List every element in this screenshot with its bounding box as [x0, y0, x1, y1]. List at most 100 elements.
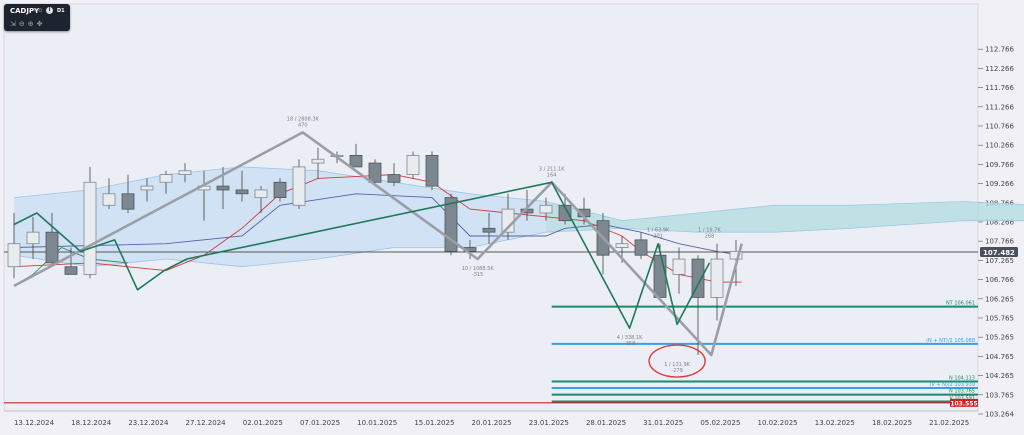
- candle-body: [539, 204, 553, 214]
- candle-body: [140, 185, 154, 191]
- candle-body: [121, 193, 135, 210]
- candle-body: [159, 174, 173, 183]
- x-tick-label: 18.12.2024: [71, 419, 112, 427]
- candles: [7, 143, 743, 356]
- candle-body: [634, 239, 648, 256]
- target-level-label: V 103.591: [949, 395, 975, 401]
- move-icon[interactable]: ✥: [36, 20, 46, 28]
- x-tick-label: 05.02.2025: [700, 419, 740, 427]
- x-tick-label: 13.12.2024: [14, 419, 55, 427]
- timeframe-label[interactable]: D1: [57, 8, 65, 14]
- x-tick-label: 02.01.2025: [243, 419, 283, 427]
- candle-body: [672, 258, 686, 275]
- y-tick-label: 107.766: [985, 238, 1014, 246]
- y-tick-label: 111.766: [985, 84, 1014, 92]
- y-tick-label: 104.765: [985, 353, 1014, 361]
- zigzag-label: 18 / 2808.3K: [287, 116, 320, 122]
- candle-body: [273, 181, 287, 199]
- zoom-in-icon[interactable]: ⊕: [27, 20, 37, 28]
- current-price-tag: [980, 247, 1018, 258]
- candle-body: [387, 174, 401, 183]
- red-level-tag-label: 103.555: [950, 400, 977, 407]
- target-level-label: NT 106.061: [946, 301, 975, 307]
- candle-body: [406, 154, 420, 175]
- candle-body: [292, 166, 306, 206]
- y-tick-label: 103.765: [985, 391, 1014, 399]
- y-tick-label: 109.766: [985, 161, 1014, 169]
- candle-body: [64, 266, 78, 275]
- candle-body: [425, 154, 439, 187]
- toolbar-tools: ⇲⊖⊕✥: [10, 20, 46, 28]
- candle-body: [729, 250, 743, 260]
- candle-body: [178, 170, 192, 175]
- candle-body: [482, 227, 496, 233]
- zigzag-label: 3 / 211.1K: [539, 166, 565, 172]
- x-tick-label: 31.01.2025: [643, 419, 683, 427]
- y-tick-label: 108.266: [985, 218, 1014, 226]
- zigzag-label: -279: [671, 368, 682, 374]
- current-price-label: 107.482: [983, 249, 1015, 257]
- candle-body: [653, 254, 667, 298]
- candle-body: [102, 193, 116, 206]
- y-tick-label: 105.265: [985, 334, 1014, 342]
- y-tick-label: 110.766: [985, 122, 1014, 130]
- y-axis: [978, 48, 983, 415]
- y-tick-label: 109.266: [985, 180, 1014, 188]
- candle-body: [558, 204, 572, 222]
- candle-body: [349, 154, 363, 168]
- chart-toolbar[interactable]: CADJPY CFD i D1 ⇲⊖⊕✥: [4, 4, 70, 31]
- candle-body: [7, 243, 21, 268]
- y-tick-label: 112.266: [985, 65, 1014, 73]
- x-tick-label: 23.12.2024: [128, 419, 169, 427]
- target-level-label: (N + NT)/2 105.088: [926, 338, 975, 344]
- x-tick-label: 28.01.2025: [586, 419, 626, 427]
- y-tick-label: 106.265: [985, 295, 1014, 303]
- zigzag-label: 1 / 131.9K: [664, 362, 690, 368]
- symbol-label[interactable]: CADJPY: [10, 7, 40, 15]
- candle-body: [216, 185, 230, 191]
- y-tick-label: 111.266: [985, 103, 1014, 111]
- zigzag-line-gray: [13, 131, 743, 357]
- zigzag-label: 201: [653, 234, 663, 240]
- candle-body: [26, 231, 40, 245]
- highlight-ellipse: [648, 344, 706, 378]
- y-tick-label: 112.766: [985, 46, 1014, 54]
- x-tick-label: 21.02.2025: [929, 419, 969, 427]
- y-tick-label: 110.266: [985, 142, 1014, 150]
- candle-body: [254, 189, 268, 199]
- candle-body: [368, 162, 382, 183]
- zigzag-label: 1 / 19.7K: [698, 228, 721, 234]
- candle-body: [710, 258, 724, 298]
- x-tick-label: 20.01.2025: [472, 419, 512, 427]
- candle-body: [311, 158, 325, 164]
- zigzag-label: 268: [705, 234, 715, 240]
- zigzag-label: 164: [547, 172, 557, 178]
- candle-body: [83, 181, 97, 275]
- zigzag-label: 1 / 63.9K: [647, 228, 670, 234]
- candle-body: [615, 243, 629, 248]
- fit-icon[interactable]: ⇲: [10, 20, 19, 28]
- x-tick-label: 10.02.2025: [758, 419, 798, 427]
- y-tick-label: 105.765: [985, 314, 1014, 322]
- candle-body: [235, 189, 249, 195]
- x-tick-label: 10.01.2025: [357, 419, 397, 427]
- y-tick-label: 103.264: [985, 411, 1014, 419]
- zigzag-label: -315: [472, 272, 483, 278]
- y-tick-label: 106.766: [985, 276, 1014, 284]
- target-level-label: N 103.765: [949, 389, 975, 395]
- zigzag-label: 10 / 1088.5K: [462, 266, 495, 272]
- x-tick-label: 07.01.2025: [300, 419, 340, 427]
- zigzag-label: 4 / 338.1K: [617, 335, 643, 341]
- zigzag-line-green: [13, 181, 711, 329]
- zoom-out-icon[interactable]: ⊖: [18, 20, 28, 28]
- target-level-label: N 104.113: [949, 376, 975, 382]
- y-tick-label: 107.265: [985, 257, 1014, 265]
- ichimoku-cloud-bullish: [546, 201, 1024, 233]
- info-icon[interactable]: i: [46, 7, 53, 14]
- candle-body: [691, 258, 705, 298]
- red-level-tag: [950, 398, 978, 407]
- target-level-label: (V + N)/2 103.939: [929, 382, 975, 388]
- symbol-type-label: CFD: [34, 8, 43, 13]
